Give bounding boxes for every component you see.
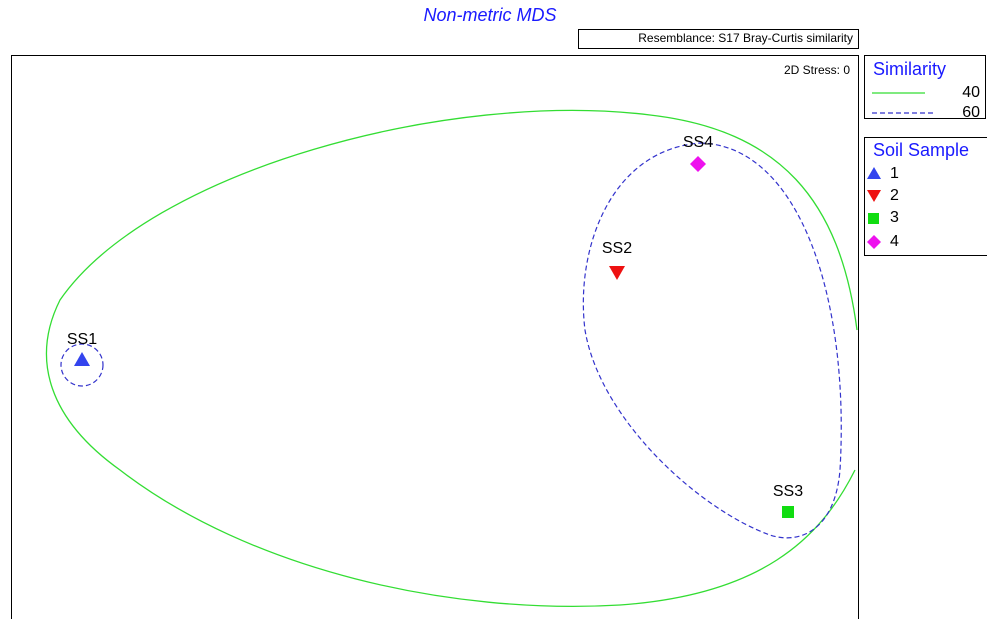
point-label: SS2 [602,240,632,257]
point-marker [782,506,794,518]
point-marker [74,352,90,366]
point-marker [690,156,706,172]
stress: 2D Stress: 0 [784,63,850,77]
similarity-40-contour [46,109,858,608]
legend-entry: 4 [890,233,899,250]
point-label: SS1 [67,331,97,348]
plot-frame [11,55,859,619]
legend-marker [867,190,881,202]
title: Non-metric MDS [423,5,556,25]
legend-title: Soil Sample [873,140,969,160]
sample-legend [864,137,987,256]
legend-entry: 60 [962,104,980,121]
legend-marker [867,235,881,249]
similarity-60-contour [60,343,104,387]
similarity-legend [864,55,986,119]
legend-entry: 2 [890,187,899,204]
similarity-60-contour [582,142,842,539]
resemblance: Resemblance: S17 Bray-Curtis similarity [638,31,853,45]
legend-entry: 1 [890,165,899,182]
point-label: SS3 [773,483,803,500]
point-label: SS4 [683,134,713,151]
legend-entry: 3 [890,209,899,226]
legend-title: Similarity [873,59,946,79]
legend-marker [867,167,881,179]
legend-entry: 40 [962,84,980,101]
point-marker [609,266,625,280]
resemblance-box [578,29,859,49]
legend-marker [868,213,879,224]
